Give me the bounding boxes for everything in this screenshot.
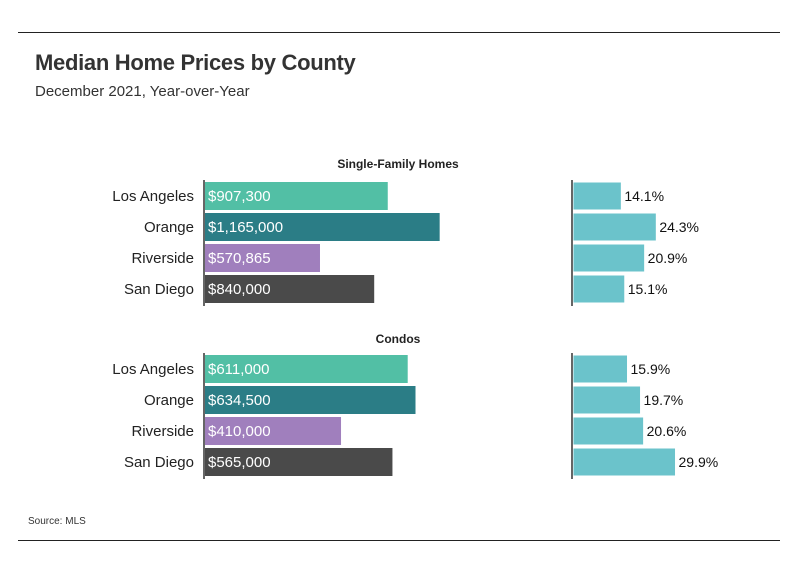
single-family-homes-change-bar-san-diego [572, 274, 626, 304]
single-family-homes-price-label-riverside: $570,865 [208, 250, 271, 267]
single-family-homes-category-riverside: Riverside [131, 250, 194, 267]
single-family-homes-price-bar-riverside [205, 244, 320, 272]
condos-category-san-diego: San Diego [124, 454, 194, 471]
single-family-homes-change-label-los-angeles: 14.1% [624, 188, 664, 204]
single-family-homes-change-bar-riverside [572, 243, 646, 273]
chart-title: Median Home Prices by County [35, 50, 356, 75]
single-family-homes-change-label-san-diego: 15.1% [628, 281, 668, 297]
condos-change-label-san-diego: 29.9% [679, 454, 719, 470]
condos-panel-title: Condos [376, 332, 421, 346]
top-rule [18, 32, 780, 33]
chart-subtitle: December 2021, Year-over-Year [35, 83, 250, 100]
condos-price-bar-orange [205, 386, 416, 414]
single-family-homes-change-bar-los-angeles [572, 181, 622, 211]
condos-price-bar-riverside [205, 417, 342, 445]
condos-change-label-orange: 19.7% [644, 392, 684, 408]
single-family-homes-panel-title: Single-Family Homes [337, 157, 459, 171]
single-family-homes-category-los-angeles: Los Angeles [112, 188, 194, 205]
condos-category-riverside: Riverside [131, 423, 194, 440]
condos-category-los-angeles: Los Angeles [112, 361, 194, 378]
single-family-homes-change-label-riverside: 20.9% [648, 250, 688, 266]
condos-price-label-riverside: $410,000 [208, 423, 271, 440]
condos-price-bar-san-diego [205, 448, 393, 476]
single-family-homes-price-bar-los-angeles [205, 182, 388, 210]
condos-change-bar-los-angeles [572, 354, 629, 384]
single-family-homes-category-san-diego: San Diego [124, 281, 194, 298]
condos-price-label-san-diego: $565,000 [208, 454, 271, 471]
condos-change-bar-orange [572, 385, 642, 415]
single-family-homes-change-label-orange: 24.3% [659, 219, 699, 235]
single-family-homes-category-orange: Orange [144, 219, 194, 236]
condos-price-label-orange: $634,500 [208, 392, 271, 409]
condos-change-label-los-angeles: 15.9% [631, 361, 671, 377]
condos-change-bar-riverside [572, 416, 645, 446]
condos-change-bar-san-diego [572, 447, 677, 477]
single-family-homes-price-bar-san-diego [205, 275, 375, 303]
bottom-rule [18, 540, 780, 541]
condos-category-orange: Orange [144, 392, 194, 409]
single-family-homes-price-label-san-diego: $840,000 [208, 281, 271, 298]
condos-change-label-riverside: 20.6% [647, 423, 687, 439]
single-family-homes-change-bar-orange [572, 212, 657, 242]
condos-price-label-los-angeles: $611,000 [208, 361, 269, 378]
single-family-homes-price-label-los-angeles: $907,300 [208, 188, 271, 205]
condos-price-bar-los-angeles [205, 355, 408, 383]
source-note: Source: MLS [28, 516, 86, 527]
single-family-homes-price-label-orange: $1,165,000 [208, 219, 283, 236]
single-family-homes-price-bar-orange [205, 213, 440, 241]
